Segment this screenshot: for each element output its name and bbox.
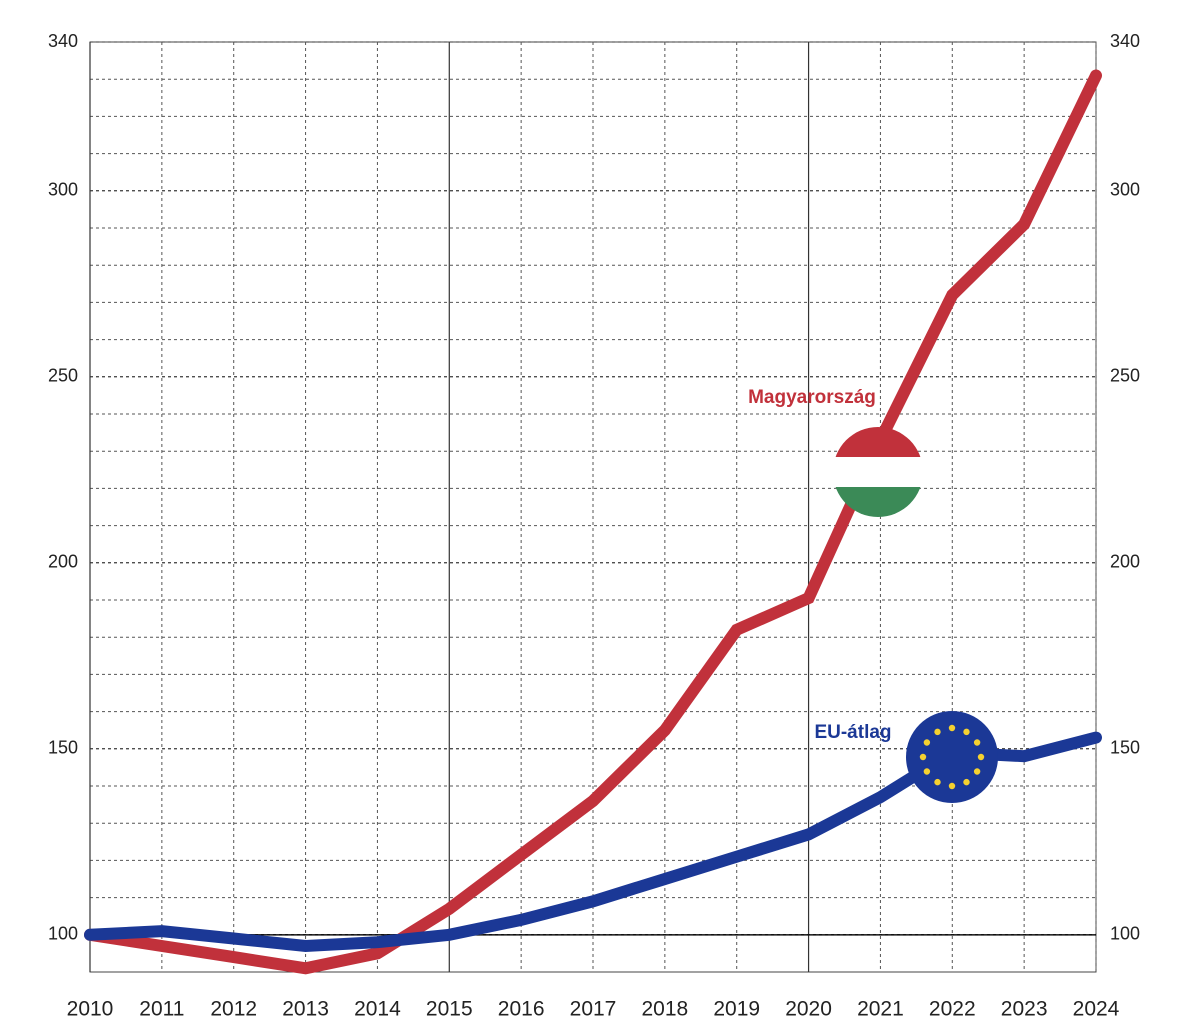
x-tick-label: 2014 [354, 998, 401, 1021]
y2-tick-label: 200 [1110, 552, 1140, 572]
eu-star [948, 782, 956, 790]
x-tick-label: 2022 [929, 998, 976, 1021]
x-tick-label: 2016 [498, 998, 545, 1021]
x-tick-label: 2017 [570, 998, 617, 1021]
eu-star [923, 739, 931, 746]
labels: 2010 2011 2012 2013 2014 2015 2016 2017 2018 2019… [48, 31, 1140, 1021]
x-tick-label: 2012 [210, 998, 257, 1021]
x-tick-label: 2021 [857, 998, 904, 1021]
x-tick-label: 2015 [426, 998, 473, 1021]
eu-star [948, 724, 956, 732]
y-tick-label: 340 [48, 31, 78, 51]
x-tick-label: 2024 [1073, 998, 1120, 1021]
x-tick-label: 2011 [139, 998, 184, 1021]
eu-flag [906, 711, 998, 803]
x-tick-label: 2023 [1001, 998, 1048, 1021]
y-tick-label: 150 [48, 738, 78, 758]
flags [833, 427, 998, 803]
x-tick-label: 2019 [713, 998, 760, 1021]
x-tick-label: 2020 [785, 998, 832, 1021]
y2-tick-label: 340 [1110, 31, 1140, 51]
eu-star [934, 778, 941, 786]
y2-tick-label: 300 [1110, 180, 1140, 200]
series-label: EU-átlag [814, 722, 891, 743]
eu-star [923, 768, 931, 775]
series-line [84, 69, 1102, 975]
eu-star [934, 728, 941, 736]
eu-star [963, 778, 970, 786]
eu-star [919, 753, 927, 761]
x-tick-label: 2018 [641, 998, 688, 1021]
y2-tick-label: 150 [1110, 738, 1140, 758]
x-tick-label: 2010 [67, 998, 114, 1021]
hungary-flag [833, 427, 923, 517]
y2-tick-label: 100 [1110, 924, 1140, 944]
x-tick-label: 2013 [282, 998, 329, 1021]
series-label: Magyarország [748, 387, 876, 408]
eu-star [977, 753, 985, 761]
eu-star [973, 768, 981, 775]
grid [89, 41, 1097, 973]
eu-star [963, 728, 970, 736]
eu-star [973, 739, 981, 746]
y-tick-label: 300 [48, 180, 78, 200]
y2-tick-label: 250 [1110, 366, 1140, 386]
y-tick-label: 200 [48, 552, 78, 572]
y-tick-label: 100 [48, 924, 78, 944]
y-tick-label: 250 [48, 366, 78, 386]
